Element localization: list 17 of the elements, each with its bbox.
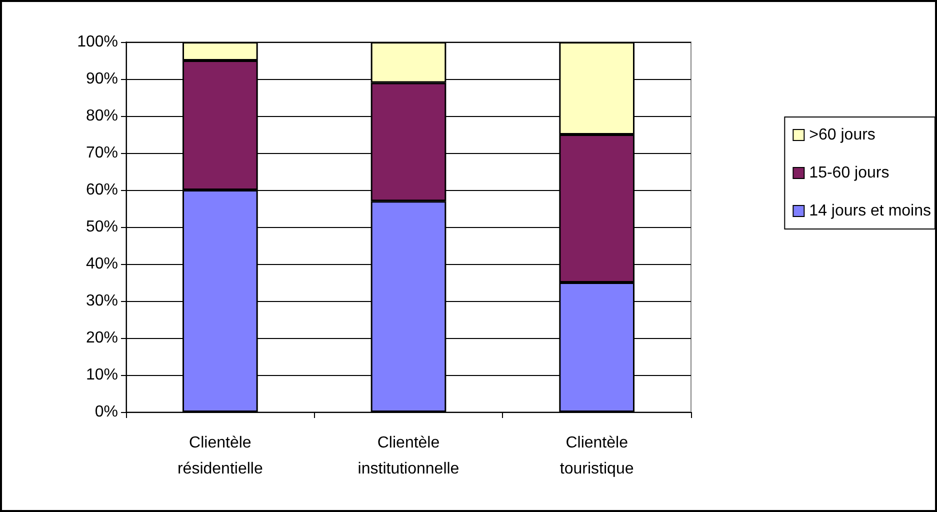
legend-label: 15-60 jours <box>809 164 890 182</box>
legend-label: >60 jours <box>809 126 876 144</box>
y-tick-label: 70% <box>86 144 118 162</box>
y-tick-label: 0% <box>94 404 118 420</box>
y-tick-label: 100% <box>77 34 118 50</box>
y-tick-label: 40% <box>86 256 118 272</box>
x-tick-label: Clientèle touristique <box>560 434 634 478</box>
legend-label: 14 jours et moins <box>809 202 932 220</box>
y-tick-label: 50% <box>86 218 118 236</box>
y-tick-label: 30% <box>86 292 118 310</box>
x-tick-label: Clientèle institutionnelle <box>358 434 460 478</box>
y-tick-label: 60% <box>86 182 118 198</box>
y-tick-label: 10% <box>86 366 118 384</box>
y-tick-label: 80% <box>86 108 118 124</box>
x-tick-label: Clientèle résidentielle <box>177 434 263 478</box>
y-tick-label: 90% <box>86 70 118 88</box>
y-tick-label: 20% <box>86 330 118 346</box>
